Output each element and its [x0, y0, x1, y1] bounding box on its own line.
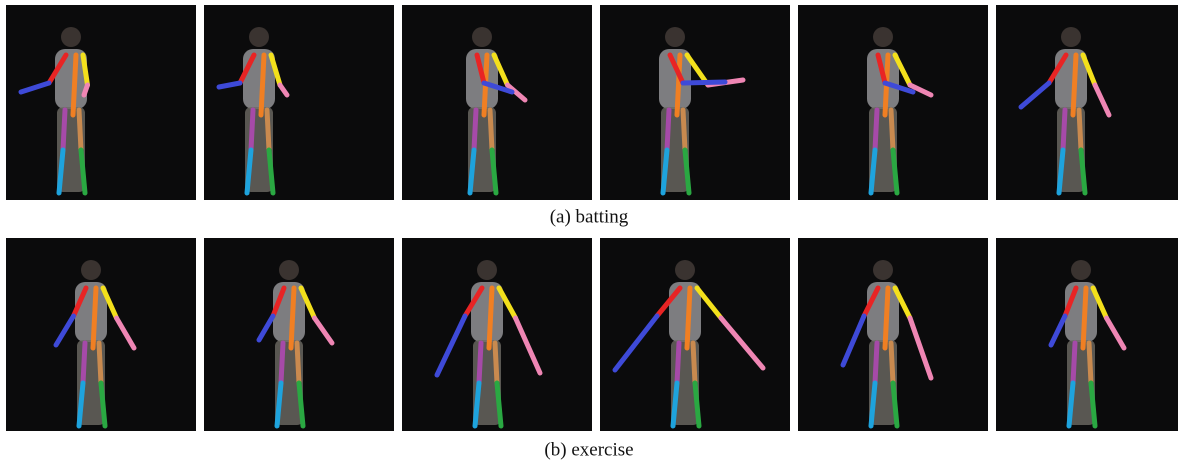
photo-frame [204, 5, 394, 200]
skeleton-bone [99, 343, 101, 383]
skeleton-bone [479, 343, 481, 383]
skeleton-bone [490, 110, 492, 150]
head [81, 260, 101, 280]
photo-frame [402, 238, 592, 431]
skeleton-bone [677, 55, 680, 115]
head [249, 27, 269, 47]
photo-frame [6, 238, 196, 431]
photo-frame [996, 238, 1178, 431]
skeleton-bone [1073, 343, 1075, 383]
head [873, 27, 893, 47]
skeleton-bone [297, 343, 299, 383]
skeleton-bone [261, 55, 264, 115]
skeleton-bone [683, 82, 725, 83]
head [477, 260, 497, 280]
head [873, 260, 893, 280]
skeleton-bone [891, 343, 893, 383]
skeleton-bone [885, 288, 888, 348]
photo-frame [6, 5, 196, 200]
skeleton-bone [495, 343, 497, 383]
skeleton-bone [693, 343, 695, 383]
skeleton-bone [63, 110, 65, 150]
head [665, 27, 685, 47]
skeleton-bone [891, 110, 893, 150]
skeleton-bone [875, 110, 877, 150]
skeleton-bone [1089, 343, 1091, 383]
skeleton-bone [291, 288, 294, 348]
head [472, 27, 492, 47]
page: {"figure": {"panels": [{"caption": "(a) … [0, 0, 1178, 463]
photo-frame [798, 5, 988, 200]
skeleton-bone [251, 110, 253, 150]
head [1061, 27, 1081, 47]
skeleton-bone [1083, 288, 1086, 348]
skeleton-bone [83, 343, 85, 383]
photo [600, 5, 790, 200]
skeleton-bone [84, 85, 88, 95]
skeleton-bone [474, 110, 476, 150]
skeleton-bone [1079, 110, 1081, 150]
photo-frame [798, 238, 988, 431]
photo-frame [204, 238, 394, 431]
skeleton-bone [267, 110, 269, 150]
skeleton-bone [875, 343, 877, 383]
photo-frame [600, 238, 790, 431]
skeleton-bone [687, 288, 690, 348]
skeleton-bone [677, 343, 679, 383]
skeleton-bone [667, 110, 669, 150]
photo-frame [600, 5, 790, 200]
head [675, 260, 695, 280]
figure: (a) batting (b) exercise [0, 0, 1178, 463]
photo [204, 5, 394, 200]
skeleton-bone [79, 110, 81, 150]
photo-frame [402, 5, 592, 200]
head [1071, 260, 1091, 280]
skeleton-bone [93, 288, 96, 348]
photo [6, 5, 196, 200]
panel-caption: (a) batting [550, 206, 629, 227]
panel-caption: (b) exercise [544, 439, 633, 460]
skeleton-bone [1063, 110, 1065, 150]
skeleton-bone [1073, 55, 1076, 115]
skeleton-bone [683, 110, 685, 150]
head [279, 260, 299, 280]
photo-frame [996, 5, 1178, 200]
head [61, 27, 81, 47]
skeleton-bone [489, 288, 492, 348]
skeleton-bone [281, 343, 283, 383]
skeleton-bone [73, 55, 76, 115]
